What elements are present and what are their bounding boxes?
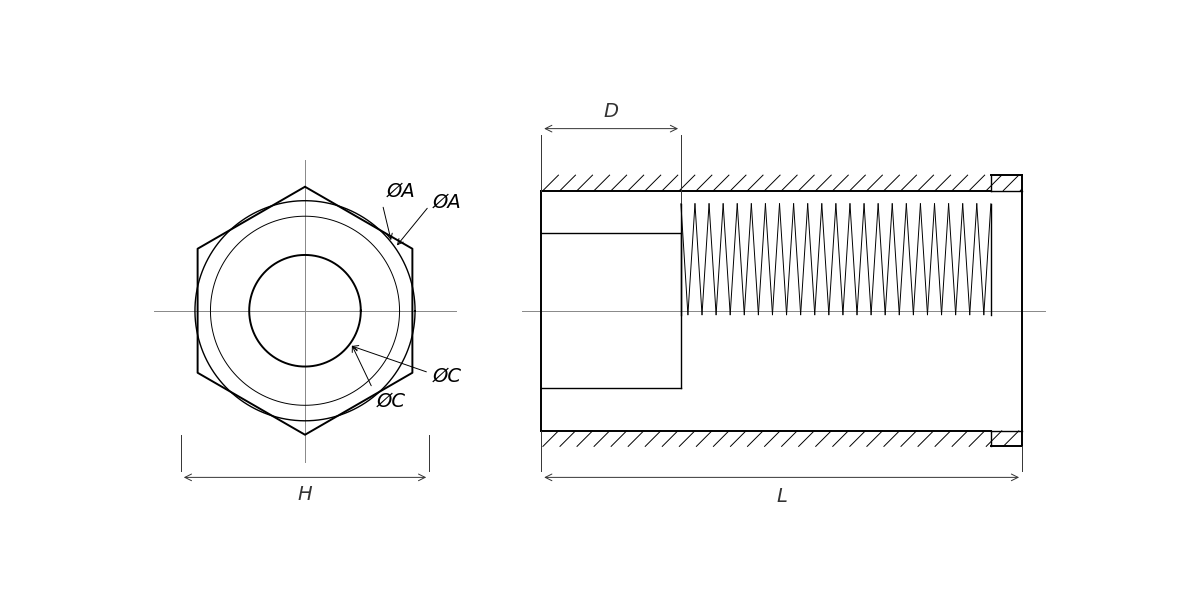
- Text: H: H: [298, 485, 312, 504]
- Text: ØC: ØC: [377, 392, 406, 411]
- Text: D: D: [604, 102, 619, 121]
- Text: ØA: ØA: [433, 193, 462, 212]
- Text: ØC: ØC: [433, 367, 462, 386]
- Text: L: L: [776, 487, 787, 506]
- Text: ØA: ØA: [386, 182, 415, 200]
